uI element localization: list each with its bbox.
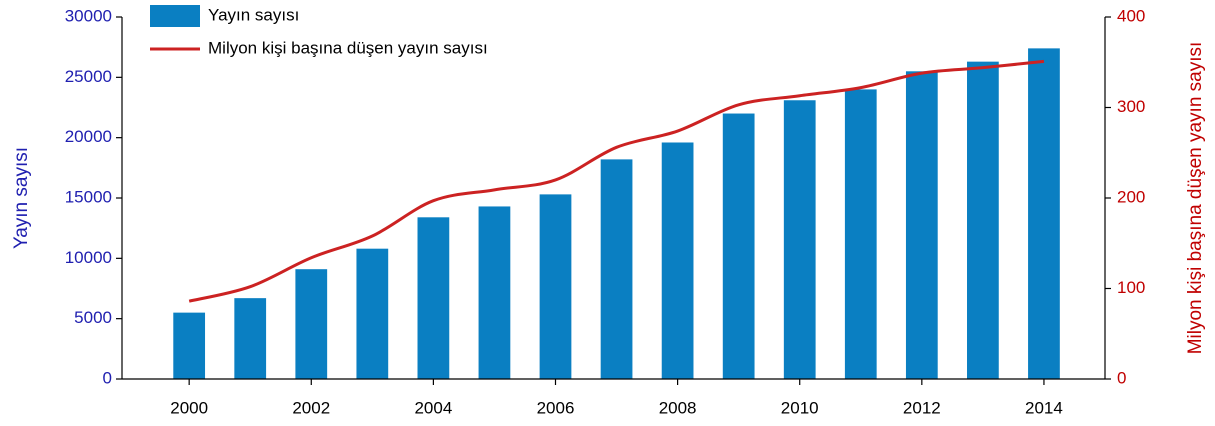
x-tick-label: 2000 xyxy=(170,398,208,417)
bar xyxy=(234,298,267,379)
bar xyxy=(844,89,877,380)
line xyxy=(188,59,1045,303)
bar xyxy=(1028,48,1060,380)
bar xyxy=(539,194,572,379)
bar xyxy=(417,217,450,379)
bar xyxy=(600,159,633,379)
legend-swatch xyxy=(150,5,200,27)
y-tick-label: 0 xyxy=(103,368,112,387)
legend-label: Yayın sayısı xyxy=(208,5,299,24)
y-tick-label: 20000 xyxy=(65,127,112,146)
y-tick-label: 5000 xyxy=(74,308,112,327)
x-tick-label: 2006 xyxy=(537,398,575,417)
bar xyxy=(783,100,816,379)
bar xyxy=(722,113,755,380)
x-tick-label: 2008 xyxy=(659,398,697,417)
y-axis-label: Yayın sayısı xyxy=(11,147,32,249)
y2-tick-label: 200 xyxy=(1117,187,1145,206)
y-tick-label: 15000 xyxy=(65,187,112,206)
bar xyxy=(295,269,328,379)
y2-tick-label: 100 xyxy=(1117,278,1145,297)
bar xyxy=(173,312,206,379)
y2-tick-label: 300 xyxy=(1117,97,1145,116)
y2-axis-label: Milyon kişi başına düşen yayın sayısı xyxy=(1185,42,1206,355)
x-tick-label: 2002 xyxy=(292,398,330,417)
x-tick-label: 2010 xyxy=(781,398,819,417)
bar xyxy=(905,71,938,380)
bar xyxy=(356,248,389,379)
legend-label: Milyon kişi başına düşen yayın sayısı xyxy=(208,38,488,57)
y-tick-label: 25000 xyxy=(65,67,112,86)
x-tick-label: 2012 xyxy=(903,398,941,417)
y2-tick-label: 400 xyxy=(1117,6,1145,25)
x-tick-label: 2014 xyxy=(1025,398,1063,417)
bar xyxy=(661,142,694,379)
bar xyxy=(967,61,999,379)
y-tick-label: 10000 xyxy=(65,248,112,267)
bar xyxy=(478,206,511,379)
y2-tick-label: 0 xyxy=(1117,368,1126,387)
x-tick-label: 2004 xyxy=(414,398,452,417)
y-tick-label: 30000 xyxy=(65,6,112,25)
